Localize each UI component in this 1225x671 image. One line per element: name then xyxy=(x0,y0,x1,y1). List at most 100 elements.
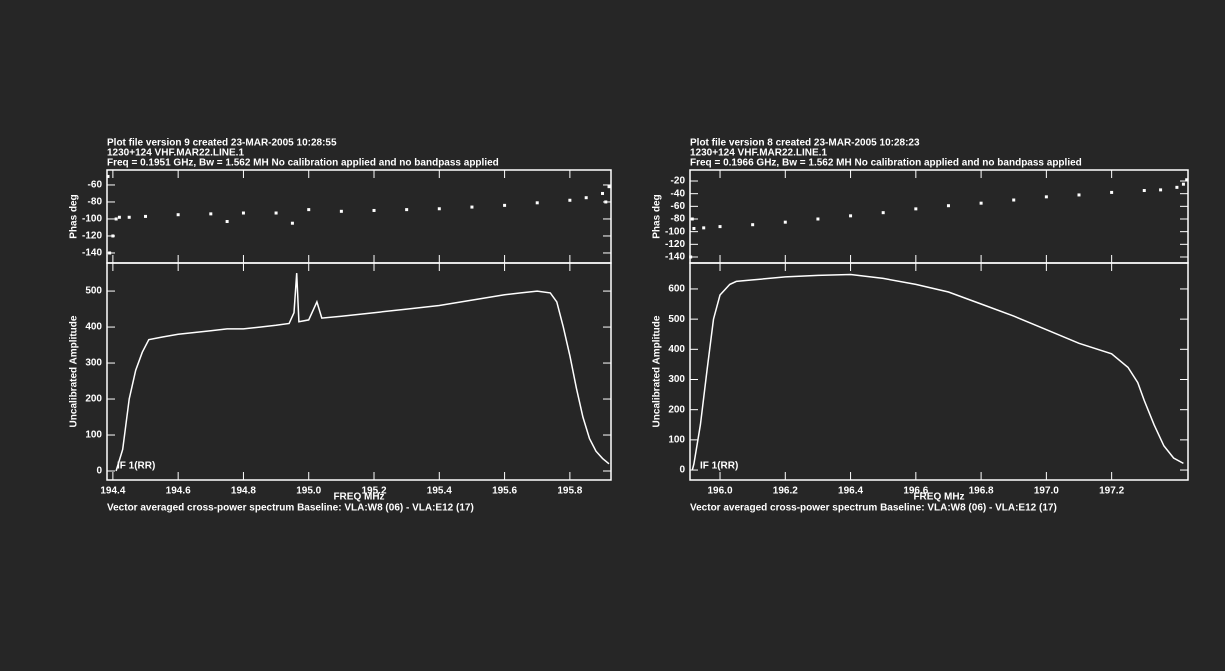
y-tick-label: -100 xyxy=(82,214,102,225)
phase-point xyxy=(1044,195,1048,199)
phase-point xyxy=(568,198,572,202)
amplitude-line xyxy=(115,273,610,472)
phase-point xyxy=(914,207,918,211)
phase-point xyxy=(604,200,608,204)
phase-point xyxy=(584,196,588,200)
phase-point xyxy=(176,213,180,217)
plot-frame xyxy=(106,169,612,264)
plot-frame xyxy=(689,262,1189,481)
phase-point xyxy=(690,217,694,221)
phase-point xyxy=(405,208,409,212)
phase-point xyxy=(1012,198,1016,202)
phase-point xyxy=(783,220,787,224)
y-tick-label: -140 xyxy=(82,248,102,259)
phase-point xyxy=(1142,189,1146,193)
y-tick-label: 200 xyxy=(85,394,102,405)
header-line: 1230+124 VHF.MAR22.LINE.1 xyxy=(107,148,244,159)
y-tick-label: 0 xyxy=(96,466,102,477)
y-tick-label: 300 xyxy=(85,358,102,369)
x-tick-label: 197.0 xyxy=(1034,486,1059,497)
x-tick-label: 195.0 xyxy=(296,486,321,497)
phase-point xyxy=(816,217,820,221)
y-axis-label: Phas deg xyxy=(652,194,663,238)
x-axis-label: FREQ MHz xyxy=(913,492,964,503)
y-tick-label: 100 xyxy=(668,435,685,446)
phase-point xyxy=(108,251,112,255)
phase-point xyxy=(225,220,229,224)
x-tick-label: 195.4 xyxy=(427,486,452,497)
phase-point xyxy=(290,221,294,225)
phase-point xyxy=(702,226,706,230)
y-tick-label: -40 xyxy=(671,188,686,199)
y-tick-label: -60 xyxy=(671,201,686,212)
plot-frame xyxy=(689,169,1189,264)
x-tick-label: 195.2 xyxy=(361,486,386,497)
x-tick-label: 194.4 xyxy=(100,486,125,497)
phase-point xyxy=(946,204,950,208)
y-tick-label: 0 xyxy=(679,465,685,476)
x-tick-label: 194.8 xyxy=(231,486,256,497)
y-tick-label: -120 xyxy=(82,231,102,242)
phase-point xyxy=(144,214,148,218)
x-tick-label: 196.8 xyxy=(969,486,994,497)
phase-point xyxy=(437,207,441,211)
phase-point xyxy=(718,225,722,229)
caption: Vector averaged cross-power spectrum Bas… xyxy=(107,503,474,514)
header-line: Freq = 0.1951 GHz, Bw = 1.562 MH No cali… xyxy=(107,158,499,169)
x-tick-label: 195.6 xyxy=(492,486,517,497)
y-tick-label: 400 xyxy=(668,344,685,355)
phase-point xyxy=(117,215,121,219)
phase-point xyxy=(601,191,605,195)
x-axis-label: FREQ MHz xyxy=(333,492,384,503)
header-line: Plot file version 9 created 23-MAR-2005 … xyxy=(107,138,337,149)
y-tick-label: 300 xyxy=(668,374,685,385)
y-tick-label: 500 xyxy=(85,286,102,297)
phase-point xyxy=(1110,190,1114,194)
phase-point xyxy=(1077,193,1081,197)
phase-point xyxy=(535,201,539,205)
y-tick-label: 500 xyxy=(668,314,685,325)
y-tick-label: -80 xyxy=(671,214,686,225)
phase-point xyxy=(692,226,696,230)
phase-point xyxy=(849,214,853,218)
header-line: Plot file version 8 created 23-MAR-2005 … xyxy=(690,138,920,149)
y-tick-label: -80 xyxy=(88,197,103,208)
x-tick-label: 196.2 xyxy=(773,486,798,497)
phase-point xyxy=(111,234,115,238)
x-tick-label: 196.0 xyxy=(708,486,733,497)
y-axis-label: Uncalibrated Amplitude xyxy=(652,315,663,427)
phase-point xyxy=(689,255,693,259)
x-tick-label: 194.6 xyxy=(166,486,191,497)
phase-point xyxy=(1185,178,1189,182)
y-tick-label: 100 xyxy=(85,430,102,441)
phase-point xyxy=(114,217,118,221)
y-tick-label: -20 xyxy=(671,176,686,187)
phase-point xyxy=(241,211,245,215)
x-tick-label: 196.6 xyxy=(903,486,928,497)
y-tick-label: -60 xyxy=(88,180,103,191)
phase-point xyxy=(1181,182,1185,186)
x-tick-label: 197.2 xyxy=(1099,486,1124,497)
y-tick-label: -100 xyxy=(665,226,685,237)
amplitude-line xyxy=(691,273,1184,471)
phase-point xyxy=(470,205,474,209)
phase-point xyxy=(372,208,376,212)
y-tick-label: -140 xyxy=(665,252,685,263)
phase-point xyxy=(127,215,131,219)
x-tick-label: 195.8 xyxy=(557,486,582,497)
header-line: Freq = 0.1966 GHz, Bw = 1.562 MH No cali… xyxy=(690,158,1082,169)
phase-point xyxy=(1175,185,1179,189)
phase-point xyxy=(307,208,311,212)
phase-point xyxy=(339,209,343,213)
phase-point xyxy=(274,211,278,215)
y-tick-label: 400 xyxy=(85,322,102,333)
caption: Vector averaged cross-power spectrum Bas… xyxy=(690,503,1057,514)
plot-frame xyxy=(106,262,612,481)
annotation: IF 1(RR) xyxy=(117,461,155,472)
y-axis-label: Uncalibrated Amplitude xyxy=(69,315,80,427)
y-tick-label: 600 xyxy=(668,284,685,295)
phase-point xyxy=(881,211,885,215)
annotation: IF 1(RR) xyxy=(700,461,738,472)
phase-point xyxy=(209,212,213,216)
